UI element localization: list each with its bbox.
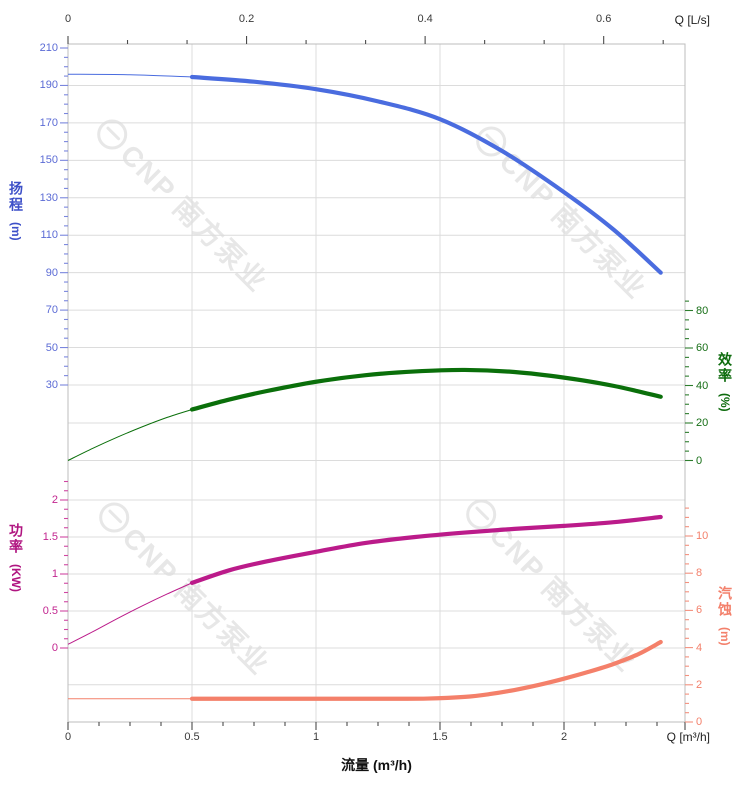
efficiency-curve [189, 367, 663, 412]
axis-ticks [60, 36, 693, 730]
efficiency-curve-thin [67, 409, 193, 461]
power-curve-thin [67, 582, 193, 645]
head-curve [189, 74, 663, 275]
gridlines [68, 44, 685, 722]
head-curve-thin [67, 73, 193, 78]
power-curve [189, 514, 663, 585]
plot-border [67, 43, 686, 723]
npsh-curve [189, 639, 663, 701]
